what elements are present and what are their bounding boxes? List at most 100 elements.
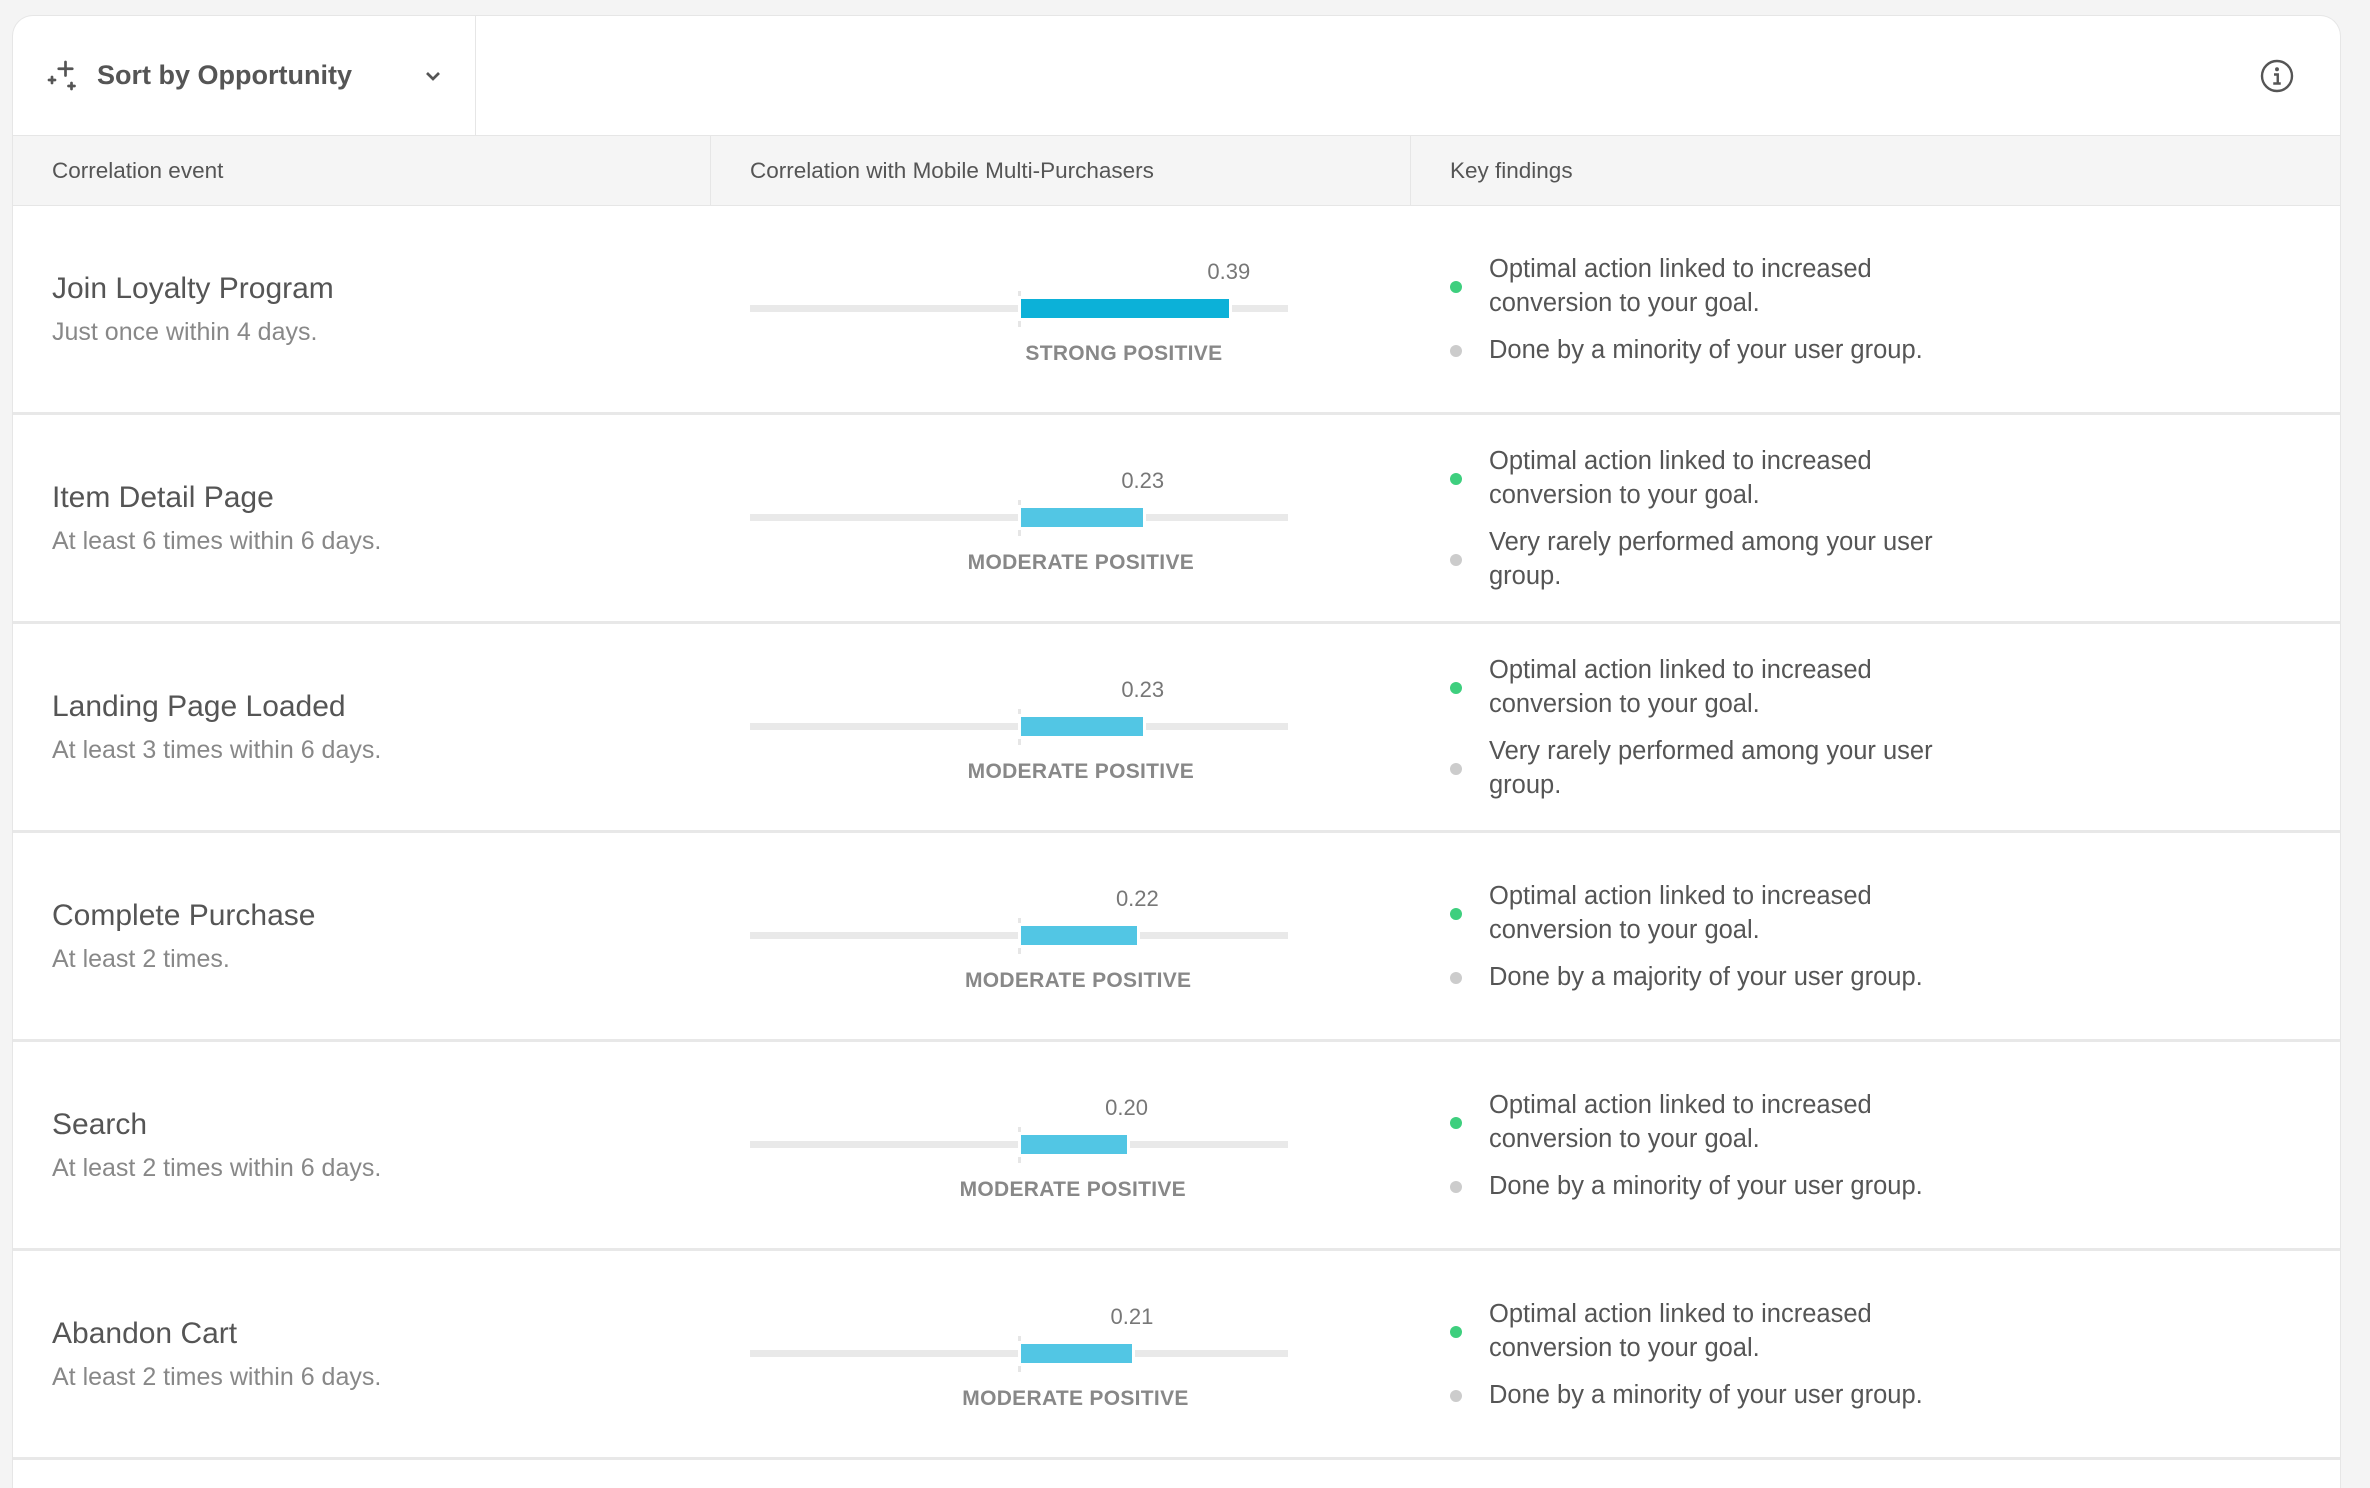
finding-text: Very rarely performed among your user gr… <box>1489 527 1933 590</box>
positive-dot-icon <box>1450 473 1462 485</box>
correlation-cell: 0.23 MODERATE POSITIVE <box>711 415 1411 621</box>
positive-dot-icon <box>1450 908 1462 920</box>
event-subtitle: At least 6 times within 6 days. <box>52 526 382 555</box>
event-title: Abandon Cart <box>52 1316 238 1350</box>
correlation-value: 0.22 <box>1115 886 1159 911</box>
finding-item: Very rarely performed among your user gr… <box>1450 525 2340 593</box>
correlation-bar <box>1020 1344 1132 1363</box>
positive-dot-icon <box>1450 1326 1462 1338</box>
correlation-cell: 0.23 MODERATE POSITIVE <box>711 624 1411 830</box>
event-cell: Complete Purchase At least 2 times. <box>13 833 711 1039</box>
zero-line <box>1017 918 1021 954</box>
chevron-down-icon <box>426 71 440 81</box>
correlation-strength: MODERATE POSITIVE <box>967 760 1195 783</box>
column-header-correlation: Correlation with Mobile Multi-Purchasers <box>711 136 1411 205</box>
table-row[interactable]: Abandon Cart At least 2 times within 6 d… <box>13 1251 2340 1460</box>
sparkle-icon <box>47 60 76 91</box>
correlation-strength: MODERATE POSITIVE <box>967 551 1195 574</box>
table-header: Correlation event Correlation with Mobil… <box>13 136 2340 206</box>
finding-item: Done by a minority of your user group. <box>1450 333 2340 367</box>
finding-text: Done by a minority of your user group. <box>1489 1380 1923 1409</box>
finding-item: Optimal action linked to increased conve… <box>1450 444 2340 512</box>
finding-item: Done by a majority of your user group. <box>1450 960 2340 994</box>
sort-label: Sort by Opportunity <box>97 60 352 90</box>
correlation-value: 0.23 <box>1121 677 1165 702</box>
finding-text: Optimal action linked to increased conve… <box>1489 446 1872 509</box>
table-row[interactable]: Complete Purchase At least 2 times. 0.22… <box>13 833 2340 1042</box>
event-title: Search <box>52 1107 148 1141</box>
correlation-strength: STRONG POSITIVE <box>1025 342 1223 365</box>
table-row[interactable]: Landing Page Loaded At least 3 times wit… <box>13 624 2340 833</box>
finding-text: Optimal action linked to increased conve… <box>1489 655 1872 718</box>
finding-text: Done by a minority of your user group. <box>1489 335 1923 364</box>
correlation-strength: MODERATE POSITIVE <box>959 1178 1186 1201</box>
zero-line <box>1017 291 1021 327</box>
finding-text: Optimal action linked to increased conve… <box>1489 881 1872 944</box>
event-title: Join Loyalty Program <box>52 271 334 305</box>
correlation-cell: 0.20 MODERATE POSITIVE <box>711 1042 1411 1248</box>
correlation-value: 0.21 <box>1110 1304 1154 1329</box>
neutral-dot-icon <box>1450 345 1462 357</box>
event-title: Complete Purchase <box>52 898 316 932</box>
findings-cell: Optimal action linked to increased conve… <box>1411 624 2340 830</box>
positive-dot-icon <box>1450 281 1462 293</box>
correlation-bar <box>1020 926 1138 945</box>
table-row[interactable]: Join Loyalty Program Just once within 4 … <box>13 206 2340 415</box>
info-icon[interactable] <box>2259 58 2295 94</box>
zero-line <box>1017 1336 1021 1372</box>
finding-item: Optimal action linked to increased conve… <box>1450 879 2340 947</box>
correlation-value: 0.23 <box>1121 468 1165 493</box>
event-title: Item Detail Page <box>52 480 274 514</box>
finding-text: Optimal action linked to increased conve… <box>1489 1299 1872 1362</box>
table-row[interactable] <box>13 1460 2340 1488</box>
event-title: Landing Page Loaded <box>52 689 346 723</box>
correlation-bar <box>1020 299 1229 318</box>
finding-text: Done by a majority of your user group. <box>1489 962 1923 991</box>
event-subtitle: At least 2 times within 6 days. <box>52 1362 382 1391</box>
table-body: Join Loyalty Program Just once within 4 … <box>13 206 2340 1488</box>
positive-dot-icon <box>1450 1117 1462 1129</box>
findings-cell: Optimal action linked to increased conve… <box>1411 206 2340 412</box>
finding-item: Optimal action linked to increased conve… <box>1450 1088 2340 1156</box>
correlation-strength: MODERATE POSITIVE <box>962 1387 1189 1410</box>
event-cell: Landing Page Loaded At least 3 times wit… <box>13 624 711 830</box>
correlation-bar <box>1020 1135 1127 1154</box>
finding-text: Optimal action linked to increased conve… <box>1489 254 1872 317</box>
findings-cell: Optimal action linked to increased conve… <box>1411 1251 2340 1457</box>
neutral-dot-icon <box>1450 972 1462 984</box>
correlation-cell: 0.39 STRONG POSITIVE <box>711 206 1411 412</box>
neutral-dot-icon <box>1450 763 1462 775</box>
finding-item: Optimal action linked to increased conve… <box>1450 252 2340 320</box>
finding-text: Optimal action linked to increased conve… <box>1489 1090 1872 1153</box>
table-row[interactable]: Item Detail Page At least 6 times within… <box>13 415 2340 624</box>
findings-cell: Optimal action linked to increased conve… <box>1411 833 2340 1039</box>
finding-text: Done by a minority of your user group. <box>1489 1171 1923 1200</box>
event-subtitle: At least 2 times. <box>52 944 230 973</box>
correlation-value: 0.39 <box>1207 259 1251 284</box>
zero-line <box>1017 709 1021 745</box>
findings-cell: Optimal action linked to increased conve… <box>1411 415 2340 621</box>
column-header-event: Correlation event <box>13 136 711 205</box>
toolbar: Sort by Opportunity <box>13 16 2340 136</box>
findings-cell: Optimal action linked to increased conve… <box>1411 1042 2340 1248</box>
neutral-dot-icon <box>1450 1181 1462 1193</box>
correlation-bar <box>1020 717 1143 736</box>
finding-item: Done by a minority of your user group. <box>1450 1378 2340 1412</box>
table-row[interactable]: Search At least 2 times within 6 days. 0… <box>13 1042 2340 1251</box>
zero-line <box>1017 500 1021 536</box>
sort-dropdown[interactable]: Sort by Opportunity <box>13 16 476 135</box>
positive-dot-icon <box>1450 682 1462 694</box>
finding-item: Optimal action linked to increased conve… <box>1450 653 2340 721</box>
event-subtitle: At least 2 times within 6 days. <box>52 1153 382 1182</box>
finding-item: Very rarely performed among your user gr… <box>1450 734 2340 802</box>
event-cell: Abandon Cart At least 2 times within 6 d… <box>13 1251 711 1457</box>
neutral-dot-icon <box>1450 1390 1462 1402</box>
finding-item: Done by a minority of your user group. <box>1450 1169 2340 1203</box>
correlation-strength: MODERATE POSITIVE <box>964 969 1192 992</box>
column-header-findings: Key findings <box>1450 157 1573 183</box>
correlation-bar <box>1020 508 1143 527</box>
finding-item: Optimal action linked to increased conve… <box>1450 1297 2340 1365</box>
finding-text: Very rarely performed among your user gr… <box>1489 736 1933 799</box>
zero-line <box>1017 1127 1021 1163</box>
event-subtitle: Just once within 4 days. <box>52 317 318 346</box>
